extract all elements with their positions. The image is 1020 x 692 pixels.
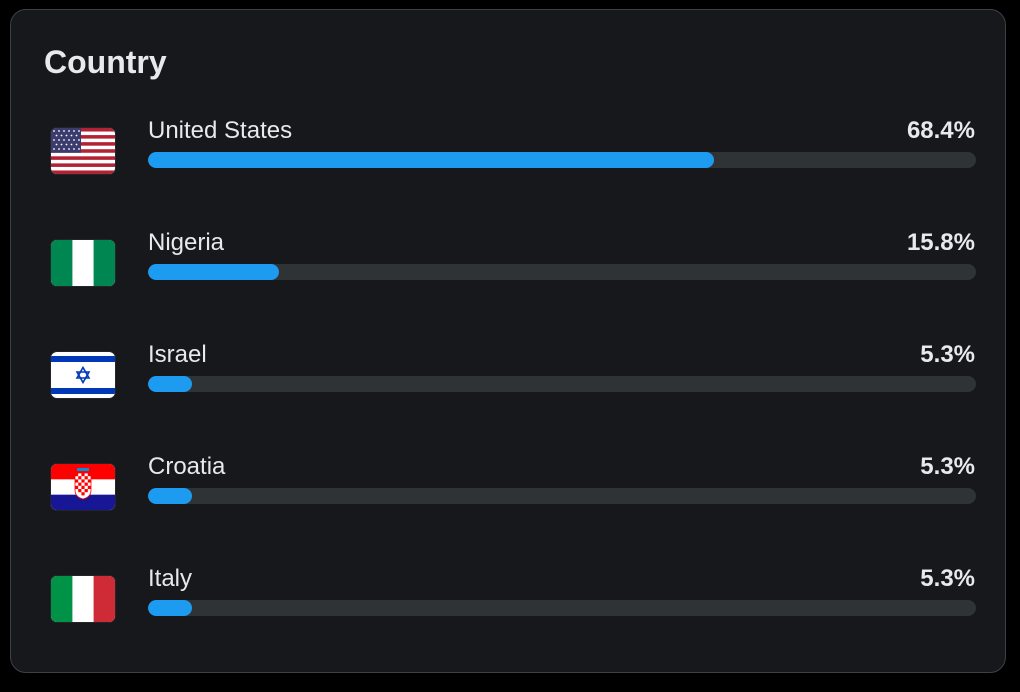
country-name: United States	[148, 117, 293, 144]
country-percent: 5.3%	[920, 453, 975, 480]
country-percent: 15.8%	[906, 229, 975, 256]
country-stats-card: Country Uni	[10, 9, 1006, 673]
country-percent: 5.3%	[920, 565, 975, 592]
croatia-flag-icon	[51, 464, 115, 510]
progress-track	[148, 152, 976, 168]
israel-flag-icon	[51, 352, 115, 398]
progress-fill	[148, 488, 192, 504]
progress-fill	[148, 376, 192, 392]
card-title: Country	[44, 44, 167, 80]
country-percent: 68.4%	[906, 117, 975, 144]
country-row-croatia: Croatia 5.3%	[11, 452, 1007, 522]
progress-track	[148, 264, 976, 280]
country-row-israel: Israel 5.3%	[11, 340, 1007, 410]
country-percent: 5.3%	[920, 341, 975, 368]
country-name: Israel	[148, 341, 207, 368]
progress-track	[148, 488, 976, 504]
country-row-nigeria: Nigeria 15.8%	[11, 228, 1007, 298]
country-name: Croatia	[148, 453, 226, 480]
country-name: Nigeria	[148, 229, 225, 256]
progress-track	[148, 600, 976, 616]
country-row-italy: Italy 5.3%	[11, 564, 1007, 634]
us-flag-icon	[51, 128, 115, 174]
progress-track	[148, 376, 976, 392]
nigeria-flag-icon	[51, 240, 115, 286]
progress-fill	[148, 600, 192, 616]
italy-flag-icon	[51, 576, 115, 622]
country-row-united-states: United States 68.4%	[11, 116, 1007, 186]
country-name: Italy	[148, 565, 193, 592]
progress-fill	[148, 264, 279, 280]
progress-fill	[148, 152, 715, 168]
